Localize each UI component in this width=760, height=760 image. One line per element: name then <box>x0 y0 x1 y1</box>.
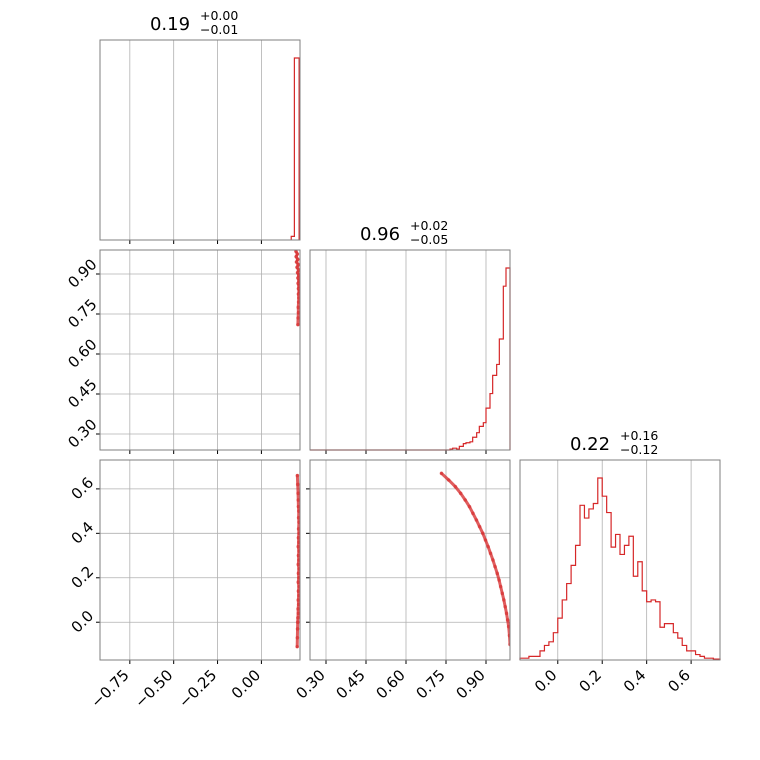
y-tick-label: 0.30 <box>64 415 100 451</box>
panel-title-plus: +0.16 <box>620 428 658 443</box>
y-tick-label: 0.0 <box>68 607 98 637</box>
sample-points <box>439 471 510 647</box>
panel-p11: 0.96 +0.02−0.05 <box>309 218 511 454</box>
y-tick-label: 0.45 <box>64 375 100 411</box>
y-tick-label: 0.2 <box>68 562 98 592</box>
panel-frame <box>519 459 721 661</box>
panel-title-value: 0.96 <box>360 224 400 245</box>
panel-title-value: 0.22 <box>570 434 610 455</box>
sample-points <box>294 250 300 327</box>
histogram-step <box>290 57 300 240</box>
x-tick-label: 0.30 <box>292 666 328 702</box>
y-tick-label: 0.60 <box>64 335 100 371</box>
y-tick-label: 0.6 <box>68 474 98 504</box>
x-tick-label: 0.2 <box>575 666 605 696</box>
density-contour <box>295 474 300 649</box>
panel-p10: 0.30 0.45 0.60 0.75 0.90 <box>64 249 301 454</box>
panel-title-value: 0.19 <box>150 14 190 35</box>
x-tick-label: 0.00 <box>228 666 264 702</box>
x-tick-label: 0.90 <box>452 666 488 702</box>
x-tick-label: 0.75 <box>412 666 448 702</box>
x-tick-label: 0.0 <box>531 666 561 696</box>
x-tick-label: 0.45 <box>332 666 368 702</box>
panel-frame <box>99 249 301 451</box>
x-tick-label: 0.60 <box>372 666 408 702</box>
x-tick-label: 0.4 <box>620 666 650 696</box>
x-tick-label: 0.6 <box>664 666 694 696</box>
y-tick-label: 0.90 <box>64 255 100 291</box>
histogram-step <box>519 477 721 660</box>
panel-frame <box>99 39 301 241</box>
panel-title-minus: −0.05 <box>410 232 448 247</box>
x-tick-label: −0.25 <box>175 666 220 711</box>
sample-points <box>295 473 300 649</box>
y-tick-label: 0.4 <box>68 518 98 548</box>
panel-title-plus: +0.02 <box>410 218 448 233</box>
panel-p22: 0.0 0.2 0.4 0.6 0.22 +0.16−0.12 <box>519 428 721 696</box>
panel-frame <box>309 459 511 661</box>
density-contour <box>439 471 510 646</box>
panel-title-minus: −0.01 <box>200 22 238 37</box>
panel-frame <box>99 459 301 661</box>
y-tick-label: 0.75 <box>64 295 100 331</box>
panel-p21: 0.30 0.45 0.60 0.75 0.90 <box>292 459 511 702</box>
x-tick-label: −0.75 <box>87 666 132 711</box>
x-tick-label: −0.50 <box>131 666 176 711</box>
panel-p00: 0.19 +0.00−0.01 <box>99 8 301 244</box>
panel-title-plus: +0.00 <box>200 8 238 23</box>
panel-frame <box>309 249 511 451</box>
panel-p20: −0.75−0.50−0.25 0.00 0.0 0.2 0.4 0.6 <box>68 459 301 711</box>
density-contour <box>294 250 300 327</box>
histogram-step <box>310 267 511 451</box>
panel-title-minus: −0.12 <box>620 442 658 457</box>
